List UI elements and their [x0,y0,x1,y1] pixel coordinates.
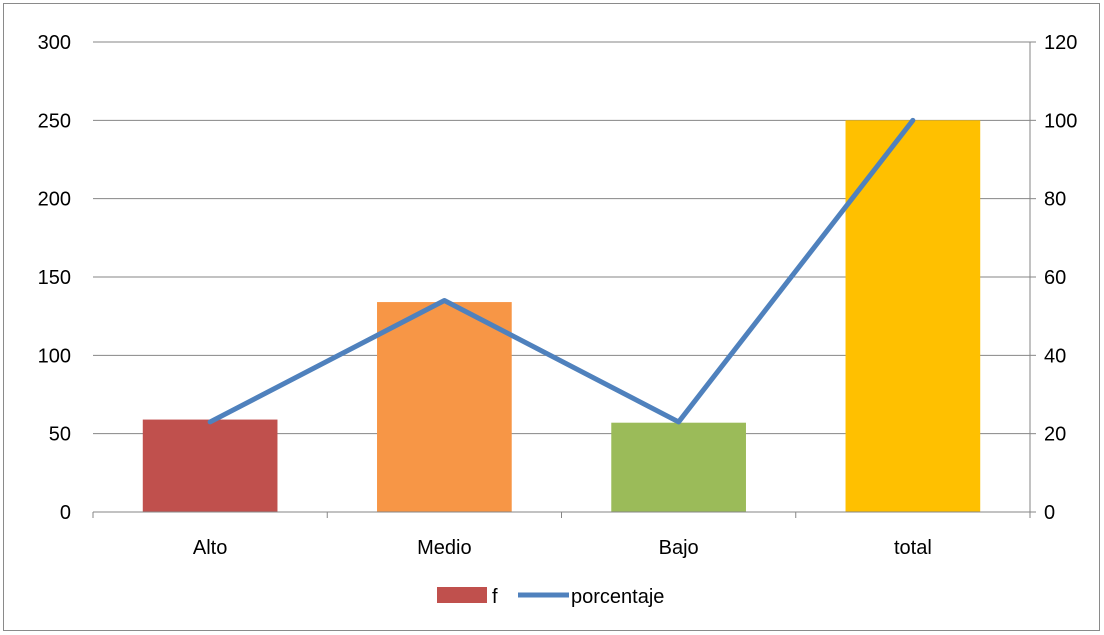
y2-tick-label: 120 [1044,32,1077,54]
y-tick-label: 200 [38,189,71,211]
y-tick-label: 300 [38,32,71,54]
x-axis-tick-labels: Alto Medio Bajo total [193,537,932,559]
bar-total [845,120,981,512]
y-tick-label: 250 [38,110,71,132]
y-tick-label: 50 [49,424,71,446]
y2-tick-label: 20 [1044,424,1066,446]
bar-alto [142,419,278,512]
bar-medio [377,302,512,512]
legend-label-porcentaje: porcentaje [571,586,664,608]
left-axis-tick-labels: 0 50 100 150 200 250 300 [38,32,71,524]
y-tick-label: 150 [38,267,71,289]
x-tick-label: Bajo [659,537,699,559]
right-axis-tick-labels: 0 20 40 60 80 100 120 [1044,32,1077,524]
bar-series-f [142,120,981,512]
porcentaje-line [207,117,916,425]
x-tick-label: Alto [193,537,227,559]
axes [92,41,1036,518]
y-tick-label: 0 [60,502,71,524]
legend: f porcentaje [437,586,664,608]
y2-tick-label: 60 [1044,267,1066,289]
line-series-porcentaje [207,117,916,425]
y2-tick-label: 100 [1044,110,1077,132]
legend-label-f: f [492,586,498,608]
y2-tick-label: 80 [1044,189,1066,211]
y2-tick-label: 40 [1044,345,1066,367]
bar-bajo [611,422,746,512]
legend-swatch-f [437,587,487,603]
x-tick-label: total [894,537,932,559]
y-tick-label: 100 [38,345,71,367]
x-tick-label: Medio [417,537,471,559]
y2-tick-label: 0 [1044,502,1055,524]
